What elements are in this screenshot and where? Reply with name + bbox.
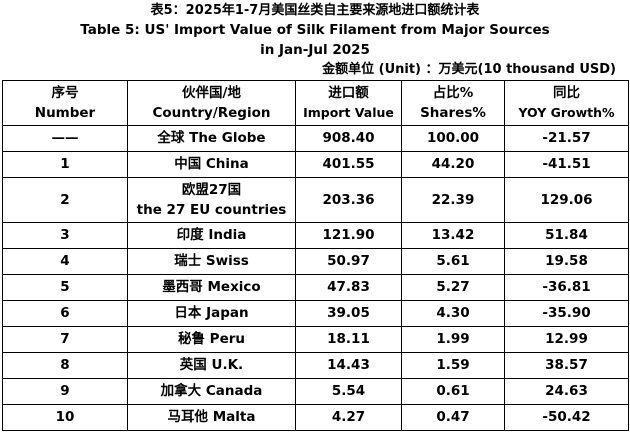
row-number: 4 (2, 248, 128, 275)
header-shares-en: Shares% (420, 105, 486, 121)
unit-note: 金额单位 (Unit) ：万美元(10 thousand USD) (322, 62, 616, 77)
row-number: 9 (2, 378, 128, 405)
row-yoy: 129.06 (504, 177, 629, 223)
header-shares-cn: 占比% (432, 85, 474, 101)
row-country: 中国 China (127, 151, 296, 178)
table-titles: 表5：2025年1-7月美国丝类自主要来源地进口额统计表 Table 5: US… (0, 0, 630, 60)
row-number: 8 (2, 352, 128, 379)
table-row: 3 印度 India 121.90 13.42 51.84 (2, 222, 629, 249)
row-import-value: 14.43 (295, 352, 402, 379)
table-row: 9 加拿大 Canada 5.54 0.61 24.63 (2, 378, 629, 405)
row-import-value: 18.11 (295, 326, 402, 353)
row-country: 英国 U.K. (127, 352, 296, 379)
table-title-chinese: 表5：2025年1-7月美国丝类自主要来源地进口额统计表 (150, 3, 480, 18)
row-country: 欧盟27国 the 27 EU countries (127, 177, 296, 223)
row-yoy: 51.84 (504, 222, 629, 249)
row-country: 马耳他 Malta (127, 404, 296, 431)
row-import-value: 203.36 (295, 177, 402, 223)
row-yoy: 38.57 (504, 352, 629, 379)
row-share: 5.27 (401, 274, 505, 301)
header-country: 伙伴国/地 Country/Region (127, 80, 296, 126)
row-number: 3 (2, 222, 128, 249)
row-share: 1.99 (401, 326, 505, 353)
row-share: 4.30 (401, 300, 505, 327)
header-shares: 占比% Shares% (401, 80, 505, 126)
table-row: 10 马耳他 Malta 4.27 0.47 -50.42 (2, 404, 629, 431)
row-number: 1 (2, 151, 128, 178)
row-yoy: -41.51 (504, 151, 629, 178)
row-country: 全球 The Globe (127, 125, 296, 152)
row-share: 100.00 (401, 125, 505, 152)
row-yoy: 12.99 (504, 326, 629, 353)
row-country-en: the 27 EU countries (136, 202, 287, 218)
header-country-en: Country/Region (152, 105, 271, 121)
row-number: 7 (2, 326, 128, 353)
row-import-value: 50.97 (295, 248, 402, 275)
table-row: 4 瑞士 Swiss 50.97 5.61 19.58 (2, 248, 629, 275)
row-number: 6 (2, 300, 128, 327)
header-country-cn: 伙伴国/地 (182, 85, 241, 101)
header-number: 序号 Number (2, 80, 128, 126)
row-share: 22.39 (401, 177, 505, 223)
row-share: 44.20 (401, 151, 505, 178)
header-row: 序号 Number 伙伴国/地 Country/Region 进口额 Impor… (2, 80, 629, 126)
header-import-value: 进口额 Import Value (295, 80, 402, 126)
header-yoy-cn: 同比 (553, 85, 580, 101)
import-value-table: 序号 Number 伙伴国/地 Country/Region 进口额 Impor… (2, 80, 629, 431)
row-import-value: 908.40 (295, 125, 402, 152)
row-number: 2 (2, 177, 128, 223)
row-share: 0.47 (401, 404, 505, 431)
row-yoy: -36.81 (504, 274, 629, 301)
row-share: 13.42 (401, 222, 505, 249)
row-yoy: -50.42 (504, 404, 629, 431)
row-import-value: 5.54 (295, 378, 402, 405)
row-import-value: 4.27 (295, 404, 402, 431)
row-number: 10 (2, 404, 128, 431)
row-import-value: 47.83 (295, 274, 402, 301)
row-country: 日本 Japan (127, 300, 296, 327)
row-country: 印度 India (127, 222, 296, 249)
row-import-value: 39.05 (295, 300, 402, 327)
table-row: —— 全球 The Globe 908.40 100.00 -21.57 (2, 125, 629, 152)
header-import-value-en: Import Value (303, 105, 394, 120)
header-import-value-cn: 进口额 (328, 85, 369, 101)
row-share: 5.61 (401, 248, 505, 275)
row-yoy: 24.63 (504, 378, 629, 405)
table-row: 1 中国 China 401.55 44.20 -41.51 (2, 151, 629, 178)
row-yoy: -21.57 (504, 125, 629, 152)
header-number-en: Number (34, 105, 96, 121)
row-country: 墨西哥 Mexico (127, 274, 296, 301)
row-country-cn: 欧盟27国 (181, 182, 242, 198)
header-number-cn: 序号 (51, 85, 79, 101)
table-row: 8 英国 U.K. 14.43 1.59 38.57 (2, 352, 629, 379)
row-number: —— (2, 125, 128, 152)
header-yoy: 同比 YOY Growth% (504, 80, 629, 126)
header-yoy-en: YOY Growth% (518, 105, 615, 120)
row-country: 瑞士 Swiss (127, 248, 296, 275)
row-country: 加拿大 Canada (127, 378, 296, 405)
row-number: 5 (2, 274, 128, 301)
row-share: 1.59 (401, 352, 505, 379)
table-row: 6 日本 Japan 39.05 4.30 -35.90 (2, 300, 629, 327)
table-title-english-period: in Jan-Jul 2025 (260, 42, 370, 58)
row-import-value: 121.90 (295, 222, 402, 249)
row-country: 秘鲁 Peru (127, 326, 296, 353)
row-yoy: 19.58 (504, 248, 629, 275)
row-share: 0.61 (401, 378, 505, 405)
table-row: 5 墨西哥 Mexico 47.83 5.27 -36.81 (2, 274, 629, 301)
row-yoy: -35.90 (504, 300, 629, 327)
table-row: 2 欧盟27国 the 27 EU countries 203.36 22.39… (2, 177, 629, 223)
row-import-value: 401.55 (295, 151, 402, 178)
table-row: 7 秘鲁 Peru 18.11 1.99 12.99 (2, 326, 629, 353)
table-title-english: Table 5: US' Import Value of Silk Filame… (80, 22, 550, 38)
